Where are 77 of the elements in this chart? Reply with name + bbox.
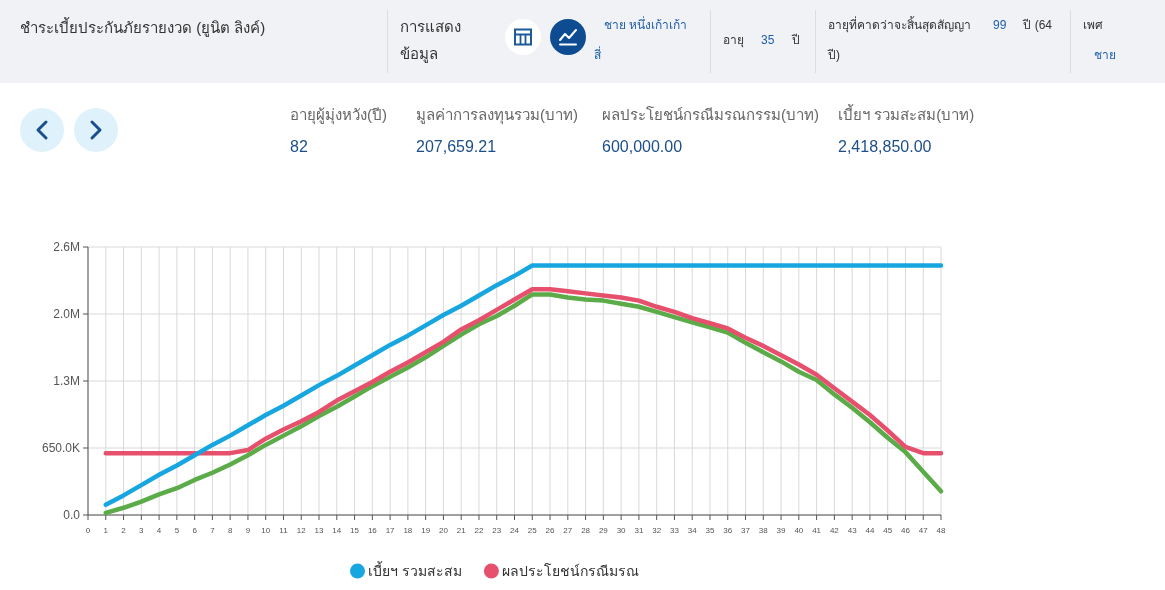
line-series (103, 287, 944, 456)
x-tick-label: 21 (456, 525, 467, 535)
x-tick-label: 40 (794, 525, 804, 535)
x-tick-label: 24 (510, 525, 520, 535)
text: 35 (761, 33, 775, 47)
x-tick-label: 28 (581, 525, 591, 535)
x-tick-label: 42 (829, 525, 840, 535)
x-tick-label: 45 (883, 525, 893, 535)
x-tick-label: 12 (296, 525, 307, 535)
x-tick-label: 9 (245, 525, 251, 535)
x-tick-label: 29 (598, 525, 609, 535)
x-tick-label: 22 (474, 525, 484, 535)
x-tick-label: 5 (174, 525, 180, 535)
text: ปี (792, 33, 801, 47)
x-tick-label: 39 (776, 525, 787, 535)
y-tick-label: 650.0K (41, 441, 80, 455)
x-tick-label: 20 (438, 525, 449, 535)
x-tick-label: 46 (901, 525, 911, 535)
chart-title: ชำระเบี้ยประกันภัยรายงวด (ยูนิต ลิงค์) (20, 16, 267, 39)
y-tick-label: 2.0M (53, 307, 80, 321)
x-tick-label: 33 (669, 525, 680, 535)
y-tick-label: 1.3M (53, 374, 80, 388)
x-tick-label: 11 (279, 525, 289, 535)
x-tick-label: 2 (121, 525, 127, 535)
x-tick-label: 6 (192, 525, 198, 535)
text: มูลค่าการลงทุนรวม(บาท) (416, 105, 579, 127)
line-series (103, 263, 944, 507)
text: ชาย หนึ่งเก้าเก้าสี่ (594, 18, 688, 62)
x-tick-label: 26 (545, 525, 556, 535)
x-tick-label: 18 (403, 525, 413, 535)
y-tick-label: 2.6M (53, 240, 80, 254)
x-tick-label: 38 (758, 525, 769, 535)
x-tick-label: 25 (527, 525, 538, 535)
x-tick-label: 4 (156, 525, 162, 535)
text: 207,659.21 (416, 137, 498, 157)
x-tick-label: 48 (936, 525, 946, 535)
text: อายุผู้มุ่งหวัง(ปี) (290, 105, 388, 127)
text: 2,418,850.00 (838, 137, 933, 157)
x-tick-label: 23 (492, 525, 502, 535)
text: การแสดงข้อมูล (400, 18, 461, 62)
text: อายุที่คาดว่าจะสิ้นสุดสัญญา (828, 18, 971, 32)
x-tick-label: 41 (812, 525, 822, 535)
text: 82 (290, 137, 309, 157)
x-tick-label: 15 (350, 525, 360, 535)
x-tick-label: 43 (847, 525, 858, 535)
x-tick-label: 37 (741, 525, 751, 535)
text: ชาย (1093, 47, 1117, 64)
text: เบี้ยฯ รวมสะสม(บาท) (838, 103, 976, 125)
x-tick-label: 16 (367, 525, 378, 535)
x-tick-label: 30 (616, 525, 627, 535)
x-tick-label: 7 (210, 525, 216, 535)
x-tick-label: 47 (918, 525, 929, 535)
x-tick-label: 19 (421, 525, 431, 535)
x-tick-label: 32 (652, 525, 662, 535)
x-tick-label: 17 (385, 525, 396, 535)
text: ผลประโยชน์กรณีมรณกรรม(บาท) (602, 105, 820, 125)
x-tick-label: 44 (865, 525, 875, 535)
text: 99 (993, 18, 1007, 32)
legend-label: ผลประโยชน์กรณีมรณ (501, 563, 639, 579)
x-tick-label: 10 (261, 525, 271, 535)
x-tick-label: 36 (723, 525, 733, 535)
x-tick-label: 1 (103, 525, 109, 535)
legend-label: เบี้ยฯ รวมสะสม (368, 561, 462, 579)
y-tick-label: 0.0 (63, 508, 81, 522)
x-tick-label: 14 (332, 525, 342, 535)
x-tick-label: 34 (687, 525, 698, 535)
x-tick-label: 8 (227, 525, 233, 535)
text: อายุ (723, 33, 744, 47)
text: เพศ (1083, 17, 1104, 34)
text: 600,000.00 (602, 137, 684, 157)
x-tick-label: 0 (85, 525, 91, 535)
x-tick-label: 31 (634, 525, 644, 535)
x-tick-label: 27 (563, 525, 573, 535)
line-series (103, 292, 944, 516)
x-tick-label: 35 (705, 525, 715, 535)
x-tick-label: 3 (139, 525, 145, 535)
x-tick-label: 13 (314, 525, 325, 535)
